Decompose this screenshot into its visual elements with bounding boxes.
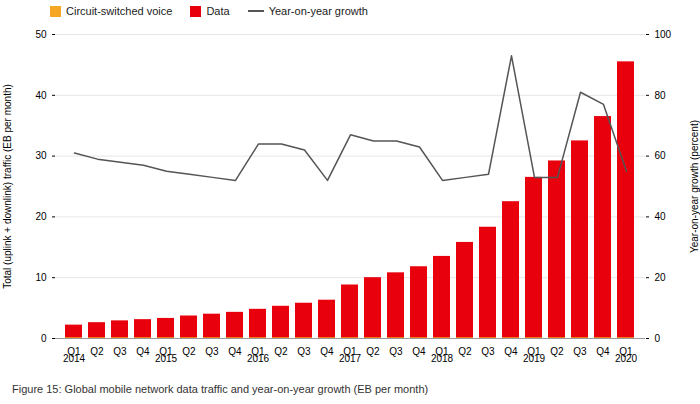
svg-text:2014: 2014 bbox=[63, 353, 86, 364]
svg-text:50: 50 bbox=[35, 29, 47, 40]
svg-text:Q4: Q4 bbox=[504, 346, 518, 357]
svg-text:Q3: Q3 bbox=[297, 346, 311, 357]
svg-text:Q4: Q4 bbox=[412, 346, 426, 357]
svg-text:2019: 2019 bbox=[523, 353, 546, 364]
svg-text:Q1: Q1 bbox=[67, 345, 81, 357]
svg-text:40: 40 bbox=[35, 90, 47, 101]
svg-text:Total (uplink + downlink) traf: Total (uplink + downlink) traffic (EB pe… bbox=[2, 84, 13, 289]
svg-text:Q1: Q1 bbox=[619, 345, 633, 357]
svg-text:Q1: Q1 bbox=[159, 345, 173, 357]
svg-text:2018: 2018 bbox=[431, 353, 454, 364]
svg-text:Q1: Q1 bbox=[251, 345, 265, 357]
svg-text:Q2: Q2 bbox=[458, 346, 472, 357]
html-text:Circuit-switched voice: Circuit-switched voice bbox=[66, 5, 173, 17]
svg-text:30: 30 bbox=[35, 150, 47, 161]
svg-text:2015: 2015 bbox=[155, 353, 178, 364]
svg-text:2016: 2016 bbox=[247, 353, 270, 364]
svg-text:Year-on-year growth (percent): Year-on-year growth (percent) bbox=[689, 120, 700, 253]
svg-text:0: 0 bbox=[41, 333, 47, 344]
svg-text:Q2: Q2 bbox=[182, 346, 196, 357]
svg-text:Q1: Q1 bbox=[527, 345, 541, 357]
svg-text:Q3: Q3 bbox=[389, 346, 403, 357]
svg-text:20: 20 bbox=[35, 211, 47, 222]
svg-text:Q4: Q4 bbox=[596, 346, 610, 357]
html-text:Figure 15: Global mobile netwo: Figure 15: Global mobile network data tr… bbox=[12, 383, 429, 395]
svg-text:Q3: Q3 bbox=[205, 346, 219, 357]
svg-text:0: 0 bbox=[655, 333, 661, 344]
svg-text:60: 60 bbox=[655, 150, 667, 161]
svg-text:2020: 2020 bbox=[615, 353, 638, 364]
html-text:Year-on-year growth: Year-on-year growth bbox=[268, 5, 368, 17]
svg-text:100: 100 bbox=[655, 29, 672, 40]
svg-text:Q2: Q2 bbox=[274, 346, 288, 357]
svg-text:Q4: Q4 bbox=[228, 346, 242, 357]
svg-text:80: 80 bbox=[655, 90, 667, 101]
svg-text:Q3: Q3 bbox=[481, 346, 495, 357]
svg-text:10: 10 bbox=[35, 272, 47, 283]
svg-text:2017: 2017 bbox=[339, 353, 362, 364]
svg-text:Q4: Q4 bbox=[320, 346, 334, 357]
svg-text:Q2: Q2 bbox=[366, 346, 380, 357]
svg-text:Q4: Q4 bbox=[136, 346, 150, 357]
svg-text:Q1: Q1 bbox=[435, 345, 449, 357]
html-text:Data: Data bbox=[206, 5, 230, 17]
svg-text:Q3: Q3 bbox=[113, 346, 127, 357]
svg-text:20: 20 bbox=[655, 272, 667, 283]
svg-text:40: 40 bbox=[655, 211, 667, 222]
svg-text:Q2: Q2 bbox=[550, 346, 564, 357]
svg-text:Q2: Q2 bbox=[90, 346, 104, 357]
svg-text:Q3: Q3 bbox=[573, 346, 587, 357]
svg-text:Q1: Q1 bbox=[343, 345, 357, 357]
